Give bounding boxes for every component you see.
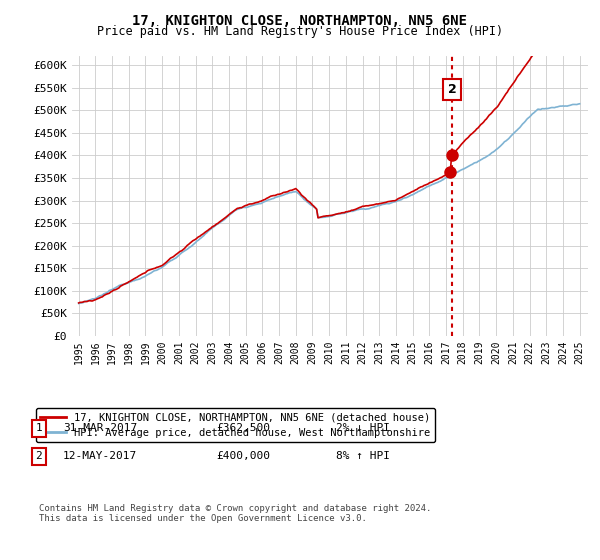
Text: 12-MAY-2017: 12-MAY-2017 [63, 451, 137, 461]
Text: 31-MAR-2017: 31-MAR-2017 [63, 423, 137, 433]
Text: Contains HM Land Registry data © Crown copyright and database right 2024.
This d: Contains HM Land Registry data © Crown c… [39, 504, 431, 524]
Text: 1: 1 [35, 423, 43, 433]
Text: 2% ↓ HPI: 2% ↓ HPI [336, 423, 390, 433]
Legend: 17, KNIGHTON CLOSE, NORTHAMPTON, NN5 6NE (detached house), HPI: Average price, d: 17, KNIGHTON CLOSE, NORTHAMPTON, NN5 6NE… [36, 408, 435, 442]
Text: 2: 2 [35, 451, 43, 461]
Text: 8% ↑ HPI: 8% ↑ HPI [336, 451, 390, 461]
Text: £400,000: £400,000 [216, 451, 270, 461]
Text: Price paid vs. HM Land Registry's House Price Index (HPI): Price paid vs. HM Land Registry's House … [97, 25, 503, 38]
Text: 17, KNIGHTON CLOSE, NORTHAMPTON, NN5 6NE: 17, KNIGHTON CLOSE, NORTHAMPTON, NN5 6NE [133, 14, 467, 28]
Text: £362,500: £362,500 [216, 423, 270, 433]
Text: 2: 2 [448, 83, 457, 96]
